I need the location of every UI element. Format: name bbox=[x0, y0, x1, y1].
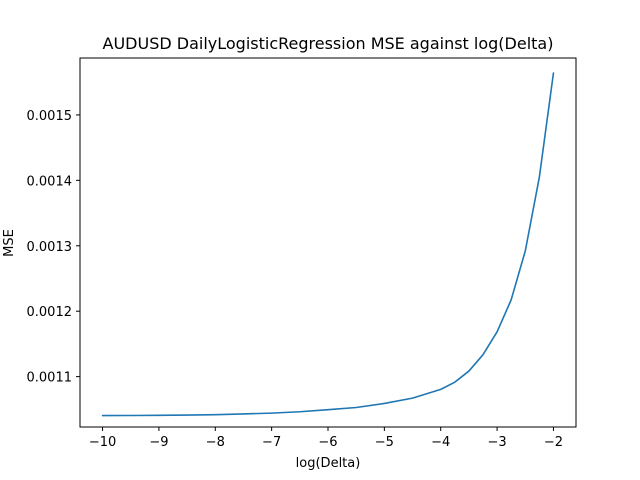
x-tick-label: −5 bbox=[375, 435, 394, 450]
x-axis-label: log(Delta) bbox=[296, 456, 361, 471]
series-line-0 bbox=[101, 72, 555, 417]
x-tick-label: −6 bbox=[318, 435, 337, 450]
x-tick-label: −10 bbox=[89, 435, 116, 450]
x-tick-label: −9 bbox=[149, 435, 168, 450]
y-axis-label: MSE bbox=[2, 229, 17, 257]
x-tick-label: −4 bbox=[431, 435, 450, 450]
y-axis: 0.0011 0.0012 0.0013 0.0014 0.0015 bbox=[27, 109, 80, 386]
y-tick-label: 0.0011 bbox=[27, 371, 73, 386]
x-axis: −10 −9 −8 −7 −6 −5 −4 −3 −2 bbox=[89, 427, 563, 450]
x-tick-label: −3 bbox=[488, 435, 507, 450]
y-tick-label: 0.0015 bbox=[27, 109, 73, 124]
y-tick-label: 0.0014 bbox=[27, 174, 73, 189]
plot-area bbox=[101, 72, 555, 417]
x-tick-label: −2 bbox=[544, 435, 563, 450]
chart-title: AUDUSD DailyLogisticRegression MSE again… bbox=[103, 34, 554, 53]
x-tick-label: −8 bbox=[206, 435, 225, 450]
x-tick-label: −7 bbox=[262, 435, 281, 450]
y-tick-label: 0.0012 bbox=[27, 305, 73, 320]
y-tick-label: 0.0013 bbox=[27, 240, 73, 255]
